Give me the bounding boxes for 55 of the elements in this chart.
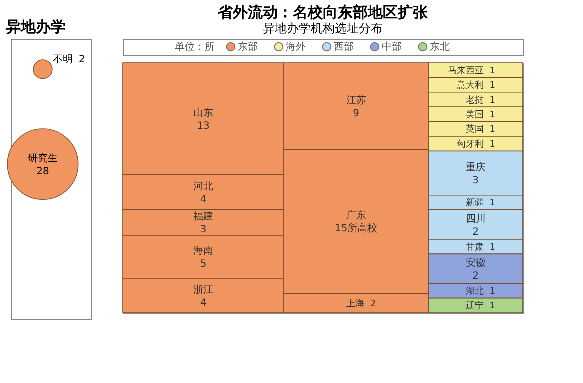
category-label: 江苏 xyxy=(346,94,366,106)
legend-label: 中部 xyxy=(382,41,402,53)
category-label: 广东 xyxy=(346,210,366,222)
category-label: 福建 xyxy=(194,210,214,222)
data-label: 1 xyxy=(490,140,496,150)
category-label: 山东 xyxy=(194,107,214,120)
category-label: 马来西亚 xyxy=(448,65,484,76)
data-label: 5 xyxy=(200,258,207,270)
text: 异地办学 xyxy=(5,18,66,36)
text: 省外流动：名校向东部地区扩张 xyxy=(217,4,429,22)
category-label: 意大利 xyxy=(456,80,484,92)
data-label: 4 xyxy=(200,194,207,206)
category-label: 老挝 xyxy=(466,94,484,106)
category-label: 重庆 xyxy=(466,161,486,174)
category-label: 四川 xyxy=(466,212,486,225)
category-label: 河北 xyxy=(194,180,214,192)
data-label: 1 xyxy=(490,302,496,312)
data-label: 1 xyxy=(490,81,496,92)
data-label: 1 xyxy=(490,198,496,209)
data-label: 2 xyxy=(370,299,376,310)
data-label: 1 xyxy=(490,242,496,253)
data-label: 1 xyxy=(490,286,496,297)
data-label: 2 xyxy=(472,270,479,282)
category-label: 新疆 xyxy=(466,198,484,209)
data-label: 15所高校 xyxy=(334,222,378,235)
legend-label: 东部 xyxy=(238,41,258,53)
legend-label: 西部 xyxy=(334,41,354,53)
category-label: 美国 xyxy=(466,109,484,120)
legend-label: 东北 xyxy=(430,41,450,53)
text: 异地办学机构选址分布 xyxy=(263,22,383,36)
category-label: 浙江 xyxy=(194,284,214,296)
legend-label: 海外 xyxy=(286,41,306,53)
legend-title: 单位：所 xyxy=(175,41,215,53)
data-label: 13 xyxy=(197,121,210,132)
data-label: 3 xyxy=(472,175,479,186)
data-label: 3 xyxy=(200,224,207,236)
data-label: 1 xyxy=(490,66,496,76)
data-label: 1 xyxy=(490,96,496,106)
data-label: 1 xyxy=(490,110,496,120)
category-label: 湖北 xyxy=(466,286,484,297)
category-label: 海南 xyxy=(194,244,214,257)
data-label: 2 xyxy=(472,226,479,238)
data-label: 2 xyxy=(79,54,86,66)
category-label: 不明 xyxy=(53,54,73,66)
data-label: 1 xyxy=(490,125,496,136)
category-label: 上海 xyxy=(346,298,364,310)
category-label: 匈牙利 xyxy=(456,138,484,150)
category-label: 安徽 xyxy=(466,256,486,269)
category-label: 英国 xyxy=(466,124,484,136)
data-label: 28 xyxy=(36,166,50,178)
category-label: 辽宁 xyxy=(466,300,484,312)
data-label: 9 xyxy=(353,108,360,120)
category-label: 甘肃 xyxy=(466,242,484,253)
category-label: 研究生 xyxy=(28,152,58,164)
data-label: 4 xyxy=(200,298,207,309)
